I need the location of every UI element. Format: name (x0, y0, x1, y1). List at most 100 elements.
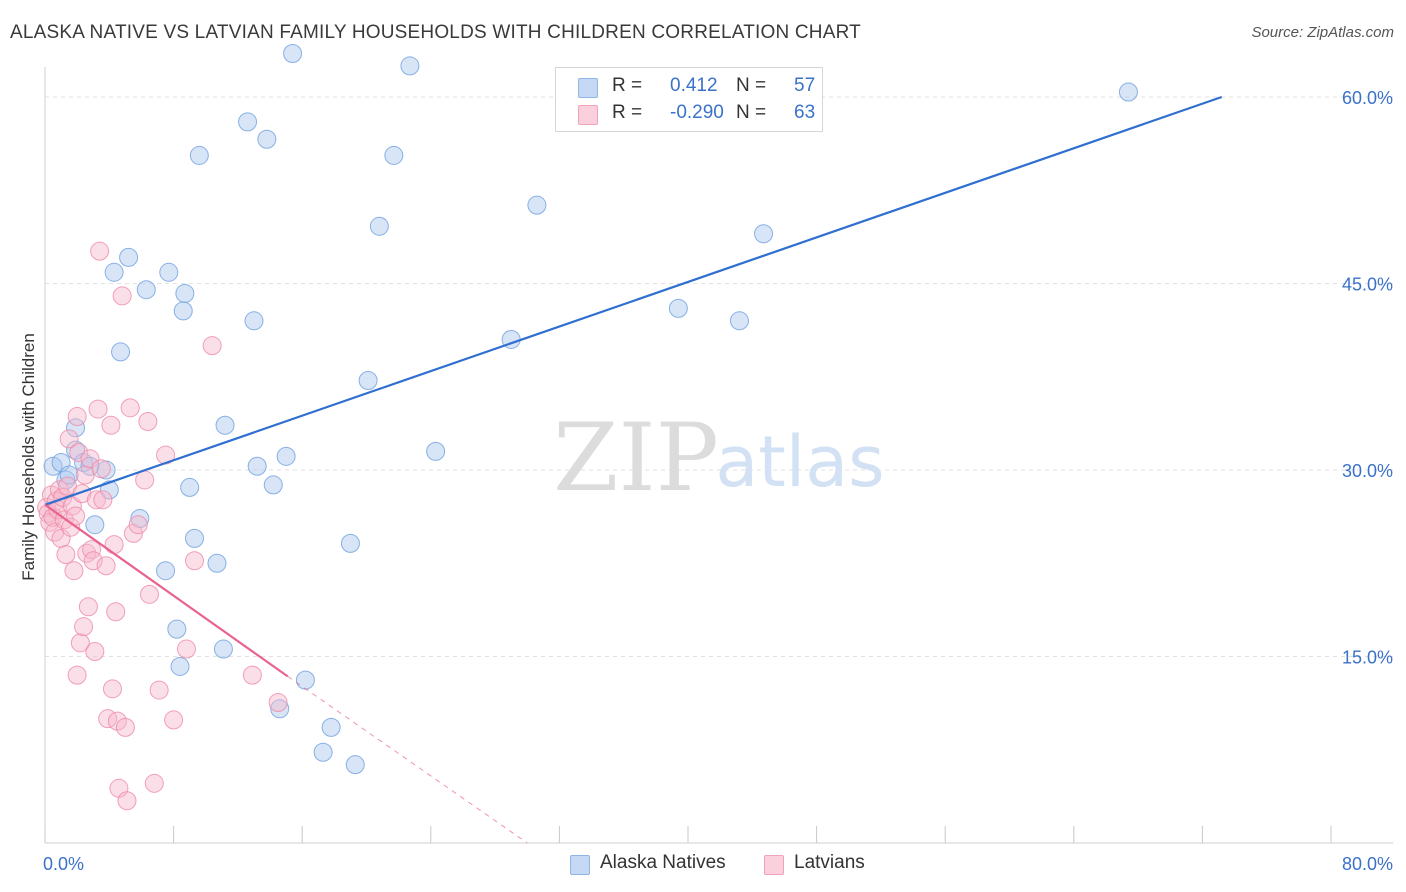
y-tick-label: 30.0% (1342, 461, 1393, 481)
data-point (107, 711, 127, 731)
stats-legend: R = 0.412 N = 57 R = -0.290 N = 63 (555, 67, 823, 132)
data-point (754, 224, 774, 244)
data-point (400, 56, 420, 76)
data-point (112, 286, 132, 306)
data-point (69, 443, 89, 463)
axes (44, 67, 1393, 844)
data-point (104, 535, 124, 555)
legend-n-label: N = (736, 75, 767, 96)
grid-lines (45, 96, 1393, 657)
data-point (340, 533, 360, 553)
legend-swatch-alaska (578, 78, 598, 98)
legend-swatch-latvian (578, 105, 598, 125)
data-point (117, 791, 137, 811)
data-point (426, 441, 446, 461)
data-point (167, 619, 187, 639)
data-point (268, 693, 288, 713)
data-point (93, 490, 113, 510)
data-point (83, 551, 103, 571)
data-point (164, 710, 184, 730)
data-point (80, 456, 100, 476)
data-point (67, 407, 87, 427)
data-point (139, 584, 159, 604)
data-point (358, 370, 378, 390)
legend-r-value: 0.412 (670, 75, 718, 96)
source-label: Source: ZipAtlas.com (1251, 24, 1394, 41)
data-point (159, 262, 179, 282)
trend-line-alaska-natives (44, 95, 1223, 506)
data-point (85, 642, 105, 662)
data-point (66, 506, 86, 526)
data-point (176, 639, 196, 659)
data-point (242, 665, 262, 685)
data-point (104, 262, 124, 282)
data-point (72, 484, 92, 504)
series-latvians (37, 241, 288, 811)
data-point (244, 311, 264, 331)
data-point (276, 446, 296, 466)
data-point (67, 665, 87, 685)
data-point (103, 679, 123, 699)
data-point (90, 241, 110, 261)
data-point (295, 670, 315, 690)
data-point (189, 145, 209, 165)
data-point (70, 633, 90, 653)
legend-label-latvian: Latvians (794, 852, 865, 873)
data-point (207, 553, 227, 573)
data-point (128, 515, 148, 535)
legend-r-label: R = (612, 75, 643, 96)
watermark-atlas: atlas (715, 421, 884, 503)
data-point (384, 145, 404, 165)
data-point (175, 283, 195, 303)
data-point (173, 301, 193, 321)
data-point (149, 680, 169, 700)
data-point (56, 545, 76, 565)
data-point (75, 465, 95, 485)
data-point (729, 311, 749, 331)
data-point (135, 470, 155, 490)
data-point (184, 551, 204, 571)
data-point (247, 456, 267, 476)
data-point (313, 742, 333, 762)
data-point (91, 459, 111, 479)
data-point (119, 247, 139, 267)
data-point (215, 415, 235, 435)
y-tick-label: 60.0% (1342, 88, 1393, 108)
data-point (156, 561, 176, 581)
data-point (96, 556, 116, 576)
y-tick-label: 45.0% (1342, 275, 1393, 295)
trend-line-extension-latvians (287, 675, 528, 844)
data-point (180, 477, 200, 497)
chart-title: ALASKA NATIVE VS LATVIAN FAMILY HOUSEHOL… (10, 22, 861, 43)
watermark-zip: ZIP (553, 404, 719, 513)
data-point (144, 773, 164, 793)
x-tick-label: 80.0% (1342, 854, 1393, 874)
data-point (111, 342, 131, 362)
data-point (115, 717, 135, 737)
data-point (270, 699, 290, 719)
data-point (74, 453, 94, 473)
data-point (64, 561, 84, 581)
data-point (59, 429, 79, 449)
data-point (123, 523, 143, 543)
x-tick-label: 0.0% (43, 854, 84, 874)
legend-n-value: 63 (794, 102, 816, 123)
data-point (238, 112, 258, 132)
data-point (136, 280, 156, 300)
legend-n-value: 57 (794, 75, 816, 96)
data-point (283, 43, 303, 63)
legend-swatch-alaska (570, 855, 590, 875)
data-point (527, 195, 547, 215)
data-point (263, 475, 283, 495)
data-point (101, 415, 121, 435)
data-point (99, 480, 119, 500)
legend-label-alaska: Alaska Natives (600, 852, 726, 873)
data-point (321, 717, 341, 737)
data-point (345, 755, 365, 775)
data-point (184, 528, 204, 548)
data-point (85, 515, 105, 535)
data-point (213, 639, 233, 659)
tick-labels: 15.0% 30.0% 45.0% 60.0% 0.0% 80.0% (43, 88, 1393, 874)
trend-line-latvians (44, 503, 289, 678)
data-point (668, 298, 688, 318)
